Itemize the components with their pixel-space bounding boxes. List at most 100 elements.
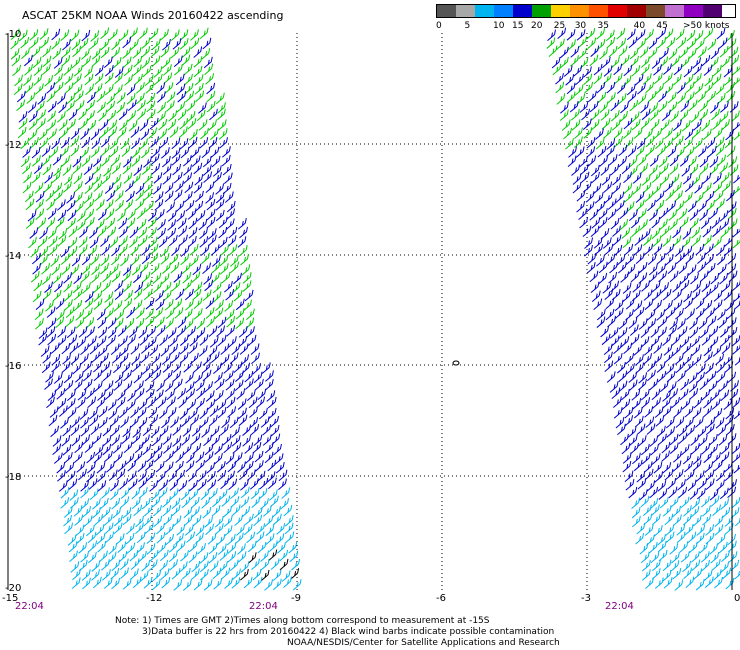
wind-barb (104, 291, 114, 303)
wind-barb (705, 362, 714, 375)
wind-barb (690, 272, 699, 285)
wind-barb (67, 118, 76, 131)
wind-barb (717, 424, 727, 436)
wind-barb (102, 369, 112, 382)
wind-barb (182, 579, 192, 591)
wind-barb (659, 380, 669, 393)
wind-barb (44, 75, 54, 87)
wind-barb (546, 37, 556, 49)
wind-barb (148, 559, 158, 571)
wind-barb (56, 93, 66, 105)
chart-title: ASCAT 25KM NOAA Winds 20160422 ascending (22, 9, 284, 22)
wind-barb (135, 198, 145, 211)
wind-barb (665, 416, 675, 429)
wind-barb (734, 517, 740, 527)
wind-barb (251, 352, 260, 365)
wind-barb (83, 163, 93, 175)
wind-barb (702, 182, 712, 195)
wind-barb (571, 164, 581, 176)
wind-barb (92, 282, 102, 294)
color-scale-swatches (436, 4, 736, 18)
wind-barb (178, 561, 188, 573)
wind-barb (264, 441, 274, 454)
wind-barb (688, 99, 698, 112)
wind-barb (622, 236, 632, 248)
wind-barb (694, 30, 704, 42)
wind-barb (712, 73, 722, 86)
wind-barb (63, 290, 73, 302)
wind-barb (119, 335, 128, 347)
wind-barb (204, 451, 214, 463)
wind-barb (652, 235, 662, 248)
wind-barb (160, 46, 170, 58)
wind-barb (606, 81, 616, 94)
wind-barb (182, 155, 192, 167)
wind-barb (32, 155, 41, 167)
wind-barb (690, 111, 700, 123)
wind-barb (628, 371, 638, 383)
wind-barb (588, 90, 597, 103)
wind-barb (85, 208, 95, 221)
wind-barb (191, 560, 201, 573)
wind-barb (95, 524, 105, 536)
wind-barb (605, 308, 615, 321)
wind-barb (259, 407, 268, 420)
wind-barb (691, 559, 701, 571)
wind-barb (140, 342, 150, 354)
wind-barb (173, 271, 183, 283)
wind-barb (50, 255, 60, 267)
wind-barb (660, 173, 670, 186)
wind-barb (136, 100, 146, 112)
wind-barb (172, 424, 182, 436)
wind-barb (181, 262, 191, 275)
wind-barb (111, 244, 120, 257)
wind-barb (209, 108, 218, 121)
wind-barb (130, 38, 139, 51)
wind-barb (120, 254, 129, 267)
wind-barb (701, 54, 711, 67)
wind-barb (111, 47, 121, 59)
wind-barb (23, 74, 32, 87)
wind-barb (171, 351, 180, 364)
wind-barb (86, 91, 96, 104)
wind-barb (103, 577, 113, 589)
wind-barb (92, 507, 101, 519)
wind-barb (65, 315, 75, 328)
wind-barb (693, 119, 702, 131)
wind-barb (668, 486, 678, 499)
wind-barb (263, 505, 272, 517)
wind-barb (694, 83, 704, 95)
wind-barb (633, 244, 643, 256)
wind-barb (107, 334, 116, 347)
wind-barb (624, 191, 634, 203)
wind-barb (78, 236, 88, 248)
wind-barb (609, 381, 619, 393)
wind-barb (151, 55, 161, 67)
wind-barb (104, 199, 114, 211)
wind-barb (117, 389, 126, 401)
wind-barb (193, 182, 203, 194)
wind-barb (138, 417, 148, 429)
wind-barb (127, 110, 137, 122)
color-swatch-9 (608, 5, 627, 17)
wind-barb (152, 569, 162, 582)
wind-barb (183, 514, 193, 527)
wind-barb (692, 126, 702, 139)
wind-barb (167, 407, 177, 419)
wind-barb (260, 550, 269, 562)
wind-barb (91, 569, 100, 581)
wind-barb (84, 173, 94, 185)
wind-barb (66, 389, 76, 402)
wind-barb (53, 57, 63, 69)
wind-barb (183, 361, 193, 373)
wind-barb (120, 496, 130, 508)
wind-barb (47, 389, 57, 401)
wind-barb (166, 201, 176, 213)
wind-barb (139, 261, 149, 274)
wind-barb (221, 154, 231, 167)
wind-barb (264, 379, 274, 391)
wind-barb (705, 524, 715, 536)
wind-barb (698, 145, 707, 158)
wind-barb (701, 559, 710, 572)
wind-barb (76, 461, 86, 473)
